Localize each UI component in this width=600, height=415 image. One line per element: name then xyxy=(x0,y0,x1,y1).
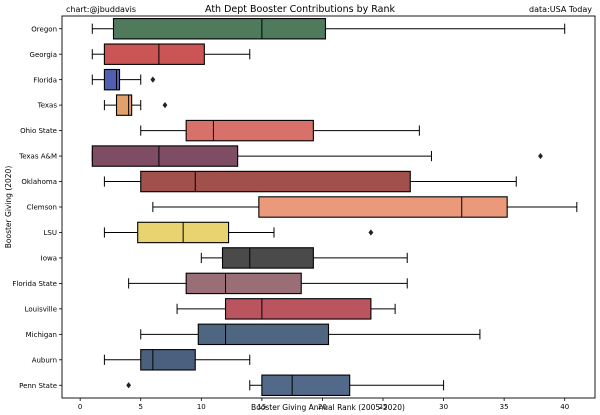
box-texas-a-m xyxy=(91,145,543,167)
outlier-point xyxy=(150,76,156,83)
box-iqr xyxy=(115,94,133,116)
outlier-point xyxy=(162,102,168,109)
box-iqr xyxy=(103,68,121,91)
x-tick-label: 15 xyxy=(257,403,266,411)
box-iqr xyxy=(221,247,314,269)
x-tick-label: 10 xyxy=(197,403,206,411)
box-oregon xyxy=(91,17,566,40)
y-tick-label: Oregon xyxy=(31,25,57,33)
chart-credit: chart:@jbuddavis xyxy=(66,5,137,14)
x-tick-label: 40 xyxy=(560,403,569,411)
box-florida xyxy=(91,68,156,91)
x-tick-label: 30 xyxy=(439,403,448,411)
box-iqr xyxy=(140,349,196,371)
box-georgia xyxy=(91,43,251,65)
box-iqr xyxy=(103,43,205,65)
y-tick-label: Florida xyxy=(33,76,57,84)
outlier-point xyxy=(368,229,374,236)
y-tick-label: Texas xyxy=(37,102,58,110)
box-iowa xyxy=(200,247,408,269)
y-tick-label: Oklahoma xyxy=(21,178,57,186)
box-louisville xyxy=(176,298,396,320)
x-tick-label: 5 xyxy=(139,403,143,411)
boxes-group xyxy=(91,17,578,397)
y-tick-label: Ohio State xyxy=(20,127,57,135)
box-iqr xyxy=(91,145,239,167)
box-lsu xyxy=(103,221,374,244)
x-tick-label: 20 xyxy=(318,403,327,411)
box-ohio-state xyxy=(140,119,420,142)
y-tick-labels: Oregon Georgia Florida Texas Ohio State Texas… xyxy=(12,25,62,390)
y-tick-label: Auburn xyxy=(32,356,57,364)
box-iqr xyxy=(261,374,351,397)
box-iqr xyxy=(185,272,302,295)
box-oklahoma xyxy=(103,170,517,193)
y-tick-label: Penn State xyxy=(19,382,57,390)
x-axis-label: Booster Giving Annual Rank (2005-2020) xyxy=(251,403,405,412)
y-tick-label: Texas A&M xyxy=(18,153,57,161)
y-tick-label: Clemson xyxy=(27,204,57,212)
box-texas xyxy=(103,94,168,116)
box-michigan xyxy=(140,323,481,346)
box-iqr xyxy=(258,196,508,218)
box-iqr xyxy=(185,119,314,142)
y-axis-label: Booster Giving (2020) xyxy=(4,166,13,249)
x-tick-label: 35 xyxy=(500,403,509,411)
outlier-point xyxy=(126,382,132,389)
y-tick-label: LSU xyxy=(44,229,57,237)
outlier-point xyxy=(538,152,543,160)
box-auburn xyxy=(103,349,251,371)
y-tick-label: Michigan xyxy=(26,331,57,339)
box-iqr xyxy=(112,17,327,40)
y-tick-label: Florida State xyxy=(12,280,57,288)
x-tick-label: 0 xyxy=(78,403,82,411)
box-iqr xyxy=(197,323,330,346)
box-florida-state xyxy=(128,272,408,295)
x-ticks: 0 5 10 15 20 25 30 35 40 xyxy=(78,398,569,411)
box-iqr xyxy=(140,170,411,193)
box-clemson xyxy=(152,196,578,218)
chart-title: Ath Dept Booster Contributions by Rank xyxy=(205,4,395,15)
y-tick-label: Georgia xyxy=(30,51,57,59)
box-iqr xyxy=(224,298,372,320)
box-penn-state xyxy=(126,374,445,397)
data-source: data:USA Today xyxy=(529,5,592,14)
y-tick-label: Louisville xyxy=(25,305,57,313)
x-tick-label: 25 xyxy=(379,403,388,411)
y-tick-label: Iowa xyxy=(41,255,57,263)
